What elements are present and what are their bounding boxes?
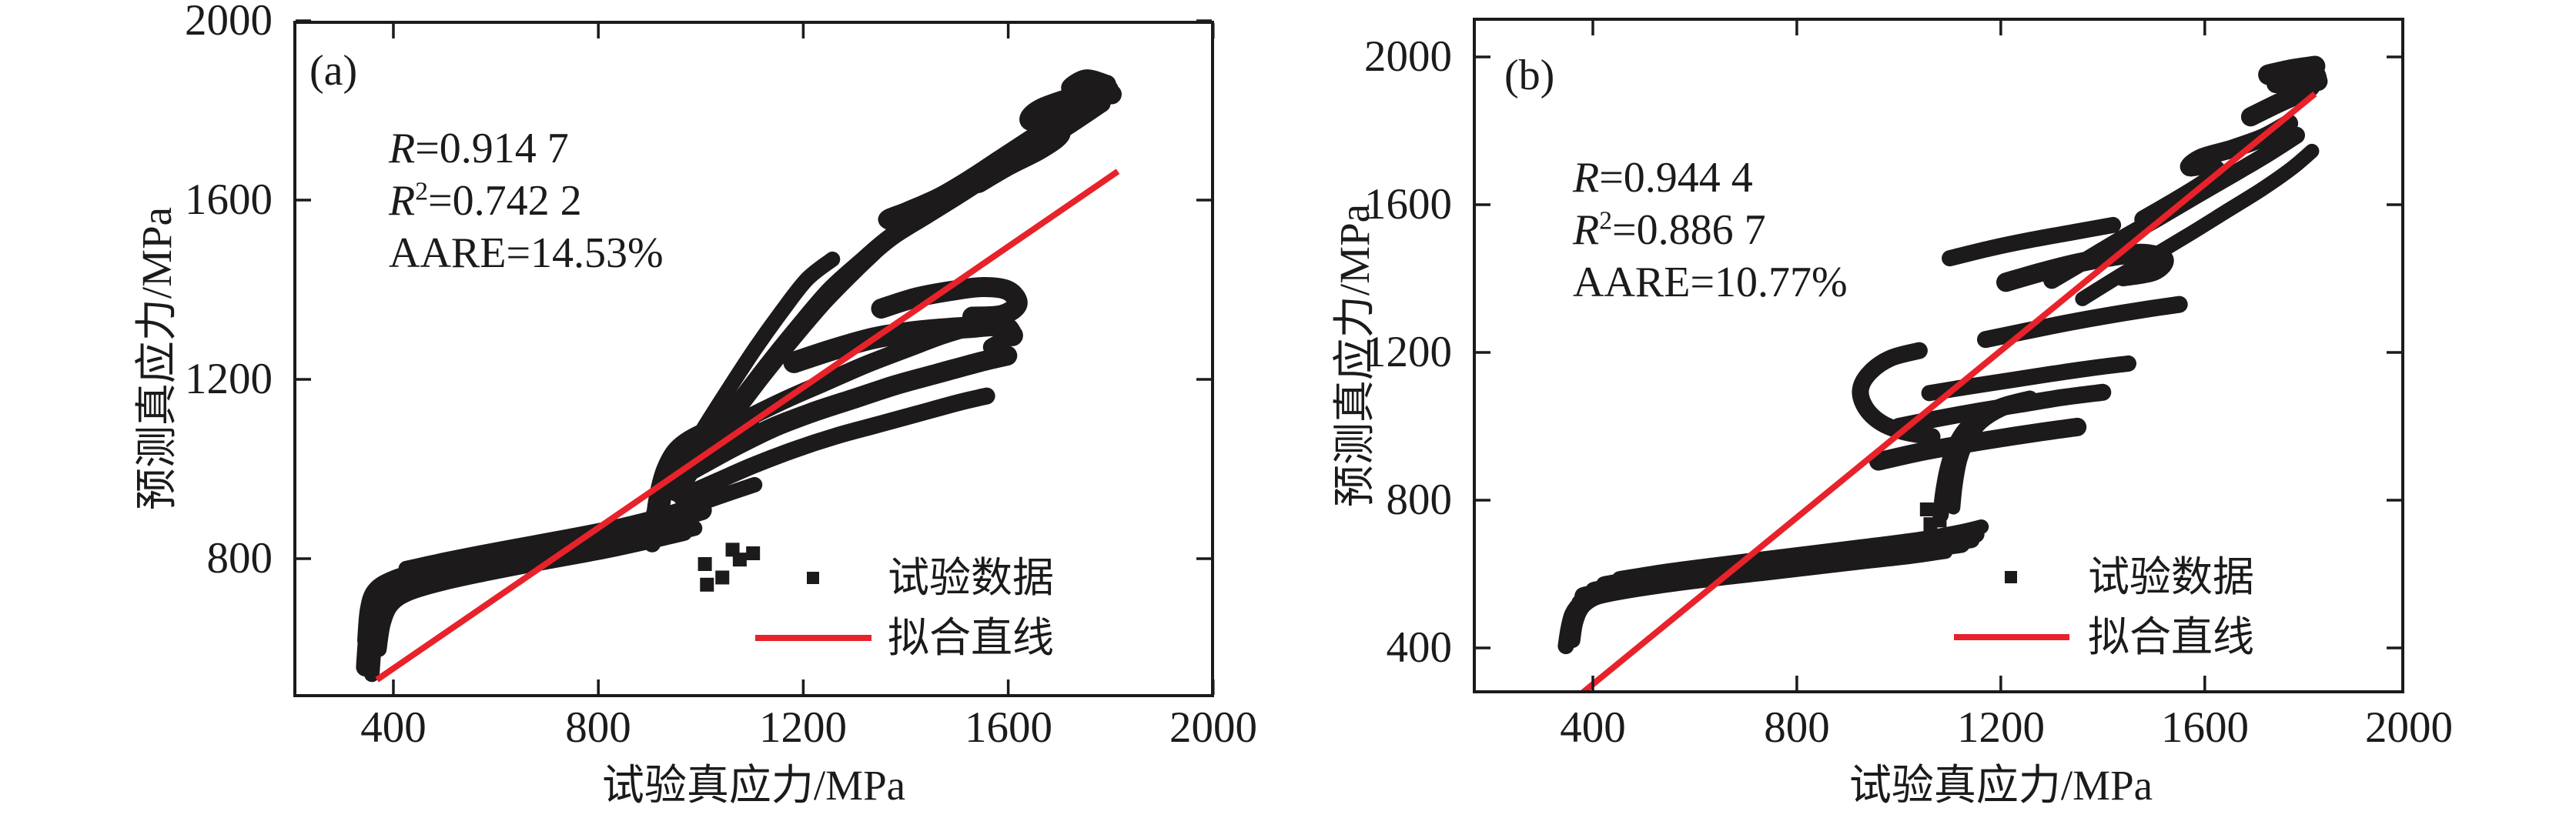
y-tick-label: 800 bbox=[206, 534, 273, 583]
data-curve bbox=[2134, 114, 2299, 229]
legend-square-marker bbox=[807, 572, 819, 584]
data-curve bbox=[783, 314, 1023, 373]
data-point bbox=[1932, 513, 1947, 528]
data-curve bbox=[1890, 383, 2112, 435]
data-curve bbox=[2075, 143, 2320, 306]
data-curve bbox=[694, 92, 1098, 465]
legend-label-data: 试验数据 bbox=[888, 555, 1054, 601]
plot-frame bbox=[293, 21, 1214, 697]
data-curve bbox=[1942, 216, 2122, 267]
x-tick-label: 800 bbox=[1764, 703, 1830, 752]
y-tick-label: 1600 bbox=[185, 175, 273, 224]
data-curve bbox=[1996, 243, 2174, 292]
stat-r: R=0.944 4 bbox=[1573, 154, 1753, 202]
data-point bbox=[746, 546, 761, 561]
x-tick-label: 1200 bbox=[759, 703, 847, 752]
axis-ticks bbox=[1475, 20, 2402, 691]
x-axis-title-b: 试验真应力/MPa bbox=[1848, 762, 2153, 809]
x-tick-label: 1600 bbox=[965, 703, 1052, 752]
data-point bbox=[715, 570, 730, 585]
plot-frame bbox=[1473, 18, 2404, 693]
scatter-series bbox=[1557, 55, 2328, 692]
data-curve bbox=[2258, 55, 2326, 85]
data-point bbox=[700, 577, 714, 592]
y-tick-label: 1600 bbox=[1364, 180, 1452, 229]
data-curve bbox=[1921, 355, 2136, 402]
x-tick-label: 800 bbox=[565, 703, 631, 752]
data-point bbox=[698, 556, 712, 571]
legend-label-fit: 拟合直线 bbox=[888, 615, 1054, 661]
x-tick-label: 2000 bbox=[2365, 703, 2453, 752]
y-tick-label: 2000 bbox=[1364, 32, 1452, 81]
legend-line-sample bbox=[1954, 634, 2069, 640]
stats-block-a: R=0.914 7 R2=0.742 2 AARE=14.53% bbox=[389, 122, 664, 279]
fit-line bbox=[375, 169, 1120, 683]
x-axis-title-a: 试验真应力/MPa bbox=[601, 762, 906, 809]
x-tick-label: 1600 bbox=[2161, 703, 2249, 752]
x-tick-label: 400 bbox=[360, 703, 427, 752]
legend-line-sample bbox=[755, 635, 871, 641]
data-curve bbox=[1571, 545, 1953, 609]
legend-label-data: 试验数据 bbox=[2088, 554, 2254, 600]
x-tick-label: 400 bbox=[1560, 703, 1626, 752]
y-tick-label: 2000 bbox=[185, 0, 273, 45]
data-curve bbox=[1030, 69, 1119, 134]
stat-r: R=0.914 7 bbox=[389, 125, 569, 172]
x-tick-label: 2000 bbox=[1169, 703, 1257, 752]
stat-aare: AARE=10.77% bbox=[1573, 259, 1848, 306]
axis-ticks bbox=[296, 19, 1215, 695]
stat-r2: R2=0.742 2 bbox=[389, 177, 582, 225]
legend-square-marker bbox=[2005, 571, 2017, 583]
y-axis-title-a: 预测真应力/MPa bbox=[133, 206, 180, 511]
panel-label-b: (b) bbox=[1504, 52, 1555, 99]
stats-block-b: R=0.944 4 R2=0.886 7 AARE=10.77% bbox=[1573, 152, 1848, 309]
data-curve bbox=[371, 525, 692, 657]
y-axis-title-b: 预测真应力/MPa bbox=[1331, 203, 1378, 508]
data-curve bbox=[1611, 519, 1989, 586]
scatter-series bbox=[356, 69, 1122, 683]
legend-label-fit: 拟合直线 bbox=[2088, 614, 2254, 660]
data-curve bbox=[871, 277, 1028, 327]
plot-canvas-a bbox=[293, 19, 1215, 697]
data-curve bbox=[1868, 417, 2087, 471]
data-point bbox=[725, 543, 740, 557]
data-curve bbox=[673, 387, 995, 506]
panel-label-a: (a) bbox=[309, 47, 358, 95]
y-tick-label: 1200 bbox=[185, 355, 273, 403]
stat-aare: AARE=14.53% bbox=[389, 229, 664, 277]
data-point bbox=[1919, 502, 1934, 516]
fit-line bbox=[1581, 91, 2317, 692]
y-tick-label: 400 bbox=[1386, 623, 1453, 672]
data-curve bbox=[681, 346, 1018, 480]
x-tick-label: 1200 bbox=[1957, 703, 2045, 752]
y-tick-label: 800 bbox=[1386, 476, 1453, 524]
plot-canvas-b bbox=[1473, 18, 2404, 693]
y-tick-label: 1200 bbox=[1364, 328, 1452, 376]
data-curve bbox=[1977, 295, 2188, 349]
stat-r2: R2=0.886 7 bbox=[1573, 206, 1766, 254]
